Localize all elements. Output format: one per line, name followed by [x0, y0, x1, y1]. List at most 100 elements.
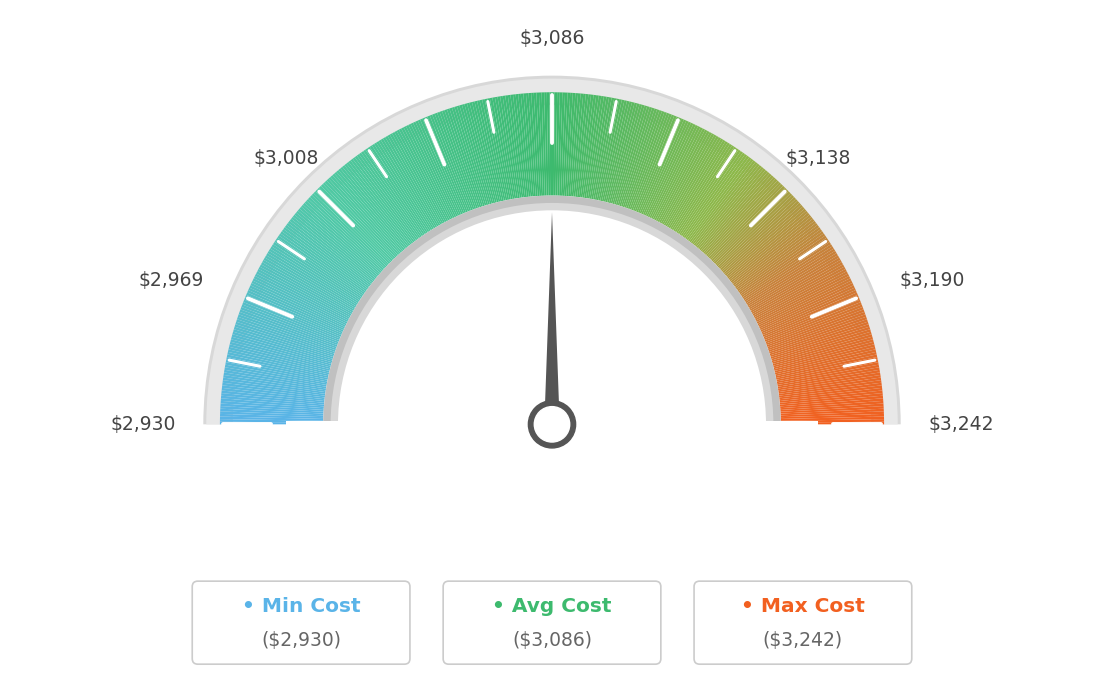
- Wedge shape: [601, 99, 625, 201]
- Wedge shape: [435, 112, 473, 210]
- Wedge shape: [449, 108, 484, 207]
- Text: $3,242: $3,242: [928, 415, 994, 434]
- Wedge shape: [611, 104, 639, 204]
- Wedge shape: [459, 105, 490, 205]
- Wedge shape: [777, 365, 879, 385]
- Wedge shape: [584, 95, 602, 198]
- Wedge shape: [781, 406, 883, 413]
- Wedge shape: [452, 107, 485, 206]
- Wedge shape: [223, 375, 326, 392]
- Wedge shape: [361, 151, 422, 237]
- Wedge shape: [222, 385, 325, 400]
- Wedge shape: [261, 262, 352, 314]
- Wedge shape: [352, 157, 416, 241]
- Wedge shape: [583, 95, 598, 198]
- Wedge shape: [711, 186, 785, 262]
- Wedge shape: [725, 207, 805, 276]
- Wedge shape: [288, 221, 371, 286]
- Wedge shape: [322, 182, 395, 259]
- Wedge shape: [741, 237, 828, 297]
- Wedge shape: [379, 140, 434, 229]
- Wedge shape: [399, 128, 448, 221]
- Wedge shape: [372, 144, 429, 232]
- Wedge shape: [598, 99, 622, 201]
- Wedge shape: [256, 271, 349, 320]
- Wedge shape: [763, 295, 859, 337]
- Wedge shape: [735, 225, 819, 288]
- Wedge shape: [756, 276, 850, 324]
- Bar: [286, 421, 818, 627]
- Wedge shape: [636, 115, 677, 213]
- Wedge shape: [269, 248, 358, 305]
- Wedge shape: [629, 112, 667, 210]
- Wedge shape: [767, 312, 866, 348]
- Wedge shape: [643, 119, 687, 215]
- Wedge shape: [237, 317, 336, 352]
- Wedge shape: [437, 112, 475, 210]
- Wedge shape: [224, 370, 327, 388]
- Wedge shape: [234, 324, 333, 357]
- Wedge shape: [751, 260, 841, 313]
- Wedge shape: [335, 172, 403, 252]
- Wedge shape: [442, 110, 478, 208]
- Wedge shape: [750, 257, 840, 311]
- Wedge shape: [425, 117, 466, 213]
- Wedge shape: [531, 92, 540, 196]
- Wedge shape: [633, 114, 672, 211]
- Wedge shape: [574, 94, 586, 197]
- Wedge shape: [754, 269, 847, 319]
- Wedge shape: [273, 242, 361, 300]
- Wedge shape: [590, 97, 609, 199]
- Wedge shape: [539, 92, 544, 196]
- Wedge shape: [758, 283, 853, 328]
- Wedge shape: [447, 108, 481, 207]
- Wedge shape: [773, 337, 873, 366]
- Wedge shape: [756, 273, 849, 322]
- Wedge shape: [349, 160, 413, 244]
- Wedge shape: [593, 98, 614, 199]
- Wedge shape: [279, 233, 364, 294]
- Wedge shape: [276, 237, 363, 297]
- Wedge shape: [712, 188, 787, 263]
- Wedge shape: [227, 349, 329, 375]
- Wedge shape: [596, 99, 619, 200]
- Wedge shape: [506, 95, 521, 198]
- Wedge shape: [679, 148, 739, 235]
- Wedge shape: [616, 106, 647, 205]
- Wedge shape: [272, 244, 360, 302]
- Wedge shape: [342, 165, 408, 247]
- Wedge shape: [354, 156, 417, 240]
- Wedge shape: [765, 304, 862, 344]
- Wedge shape: [768, 317, 867, 352]
- Wedge shape: [392, 132, 444, 224]
- Wedge shape: [683, 152, 745, 238]
- Wedge shape: [673, 143, 730, 231]
- Wedge shape: [487, 98, 509, 200]
- FancyBboxPatch shape: [694, 581, 912, 664]
- Text: $3,190: $3,190: [900, 270, 965, 290]
- Wedge shape: [220, 414, 323, 419]
- Wedge shape: [773, 339, 873, 368]
- Wedge shape: [758, 281, 852, 327]
- Wedge shape: [774, 342, 874, 369]
- Wedge shape: [775, 352, 877, 376]
- Wedge shape: [774, 344, 874, 371]
- Wedge shape: [413, 121, 458, 217]
- Wedge shape: [743, 242, 831, 300]
- Wedge shape: [479, 99, 503, 201]
- Wedge shape: [716, 193, 793, 266]
- Wedge shape: [763, 297, 860, 339]
- Wedge shape: [605, 101, 633, 202]
- Wedge shape: [684, 154, 747, 239]
- Text: $3,086: $3,086: [519, 29, 585, 48]
- Wedge shape: [250, 285, 344, 331]
- Wedge shape: [222, 383, 325, 397]
- Wedge shape: [771, 326, 870, 359]
- Wedge shape: [370, 146, 428, 233]
- Wedge shape: [705, 179, 777, 257]
- Wedge shape: [237, 315, 336, 351]
- Wedge shape: [537, 92, 543, 196]
- Wedge shape: [766, 307, 863, 345]
- Wedge shape: [295, 213, 375, 280]
- Text: • Max Cost: • Max Cost: [741, 598, 864, 616]
